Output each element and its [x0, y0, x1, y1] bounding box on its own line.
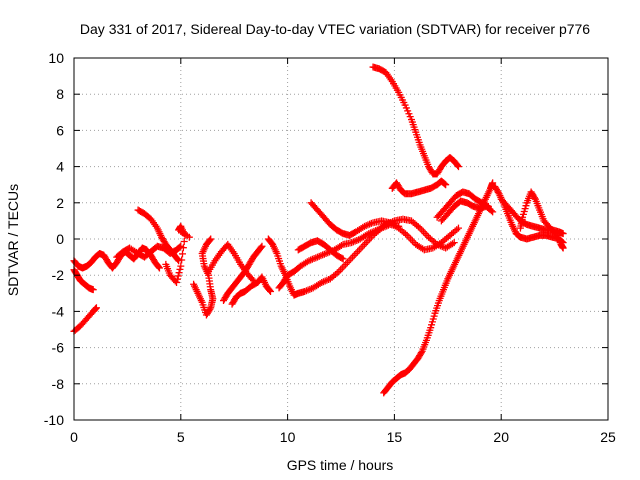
x-tick-label: 0 — [70, 429, 78, 445]
data-point — [177, 262, 185, 270]
x-tick-label: 15 — [387, 429, 403, 445]
series-track-6 — [162, 222, 193, 286]
data-point — [454, 162, 462, 170]
data-point — [559, 244, 567, 252]
data-point — [454, 163, 462, 171]
data-point — [176, 265, 184, 273]
x-tick-label: 20 — [493, 429, 509, 445]
data-point — [266, 286, 274, 294]
data-point — [179, 244, 187, 252]
data-point — [487, 207, 495, 215]
data-point — [207, 235, 215, 243]
data-point — [489, 208, 497, 216]
x-axis-label: GPS time / hours — [287, 457, 394, 473]
data-point — [267, 287, 275, 295]
data-point — [185, 233, 193, 241]
data-point — [206, 305, 214, 313]
data-point — [92, 304, 100, 312]
data-point — [155, 263, 163, 271]
x-tick-label: 10 — [280, 429, 296, 445]
data-point — [176, 243, 184, 251]
data-point — [179, 250, 187, 258]
data-points — [70, 63, 567, 397]
y-tick-label: -6 — [52, 340, 65, 356]
data-point — [450, 239, 458, 247]
series-track-22 — [516, 188, 567, 252]
data-point — [180, 238, 188, 246]
data-point — [175, 269, 183, 277]
data-point — [173, 278, 181, 286]
data-point — [175, 257, 183, 265]
y-tick-label: 0 — [56, 231, 64, 247]
data-point — [442, 181, 450, 189]
data-point — [339, 255, 347, 263]
data-point — [489, 179, 497, 187]
data-point — [454, 224, 462, 232]
series-track-16 — [388, 177, 450, 198]
series-track-10 — [228, 273, 275, 308]
data-point — [206, 236, 214, 244]
series-track-15 — [369, 63, 462, 178]
data-point — [559, 230, 567, 238]
data-point — [174, 272, 182, 280]
series-track-13 — [307, 199, 462, 254]
data-point — [155, 264, 163, 272]
y-axis-label: SDTVAR / TECUs — [5, 184, 21, 296]
y-tick-label: -8 — [52, 376, 65, 392]
data-point — [417, 349, 425, 357]
y-tick-label: -4 — [52, 303, 65, 319]
data-point — [257, 243, 265, 251]
series-track-8 — [205, 240, 257, 285]
y-axis-ticks: -10 -8 -6 -4 -2 0 2 4 6 8 10 — [44, 50, 608, 428]
y-tick-label: -10 — [44, 412, 64, 428]
series-track-12 — [275, 215, 458, 292]
data-point — [248, 275, 256, 283]
data-point — [178, 256, 186, 264]
y-tick-label: 2 — [56, 195, 64, 211]
y-tick-label: 4 — [56, 159, 64, 175]
x-tick-label: 25 — [600, 429, 616, 445]
series-track-7 — [190, 235, 217, 319]
data-point — [89, 286, 97, 294]
y-tick-label: 6 — [56, 122, 64, 138]
x-axis-ticks: 0 5 10 15 20 25 — [70, 58, 616, 445]
y-tick-label: 10 — [48, 50, 64, 66]
y-tick-label: -2 — [52, 267, 65, 283]
series-track-9 — [220, 242, 266, 305]
series-track-5 — [134, 206, 183, 265]
data-point — [531, 194, 539, 202]
series-track-14 — [294, 237, 347, 263]
data-point — [338, 254, 346, 262]
data-point — [258, 242, 266, 250]
y-tick-label: 8 — [56, 86, 64, 102]
x-tick-label: 5 — [177, 429, 185, 445]
series-track-3 — [70, 266, 97, 294]
data-point — [441, 180, 449, 188]
chart-title: Day 331 of 2017, Sidereal Day-to-day VTE… — [80, 21, 590, 37]
data-point — [173, 275, 181, 283]
series-track-19 — [437, 197, 497, 225]
